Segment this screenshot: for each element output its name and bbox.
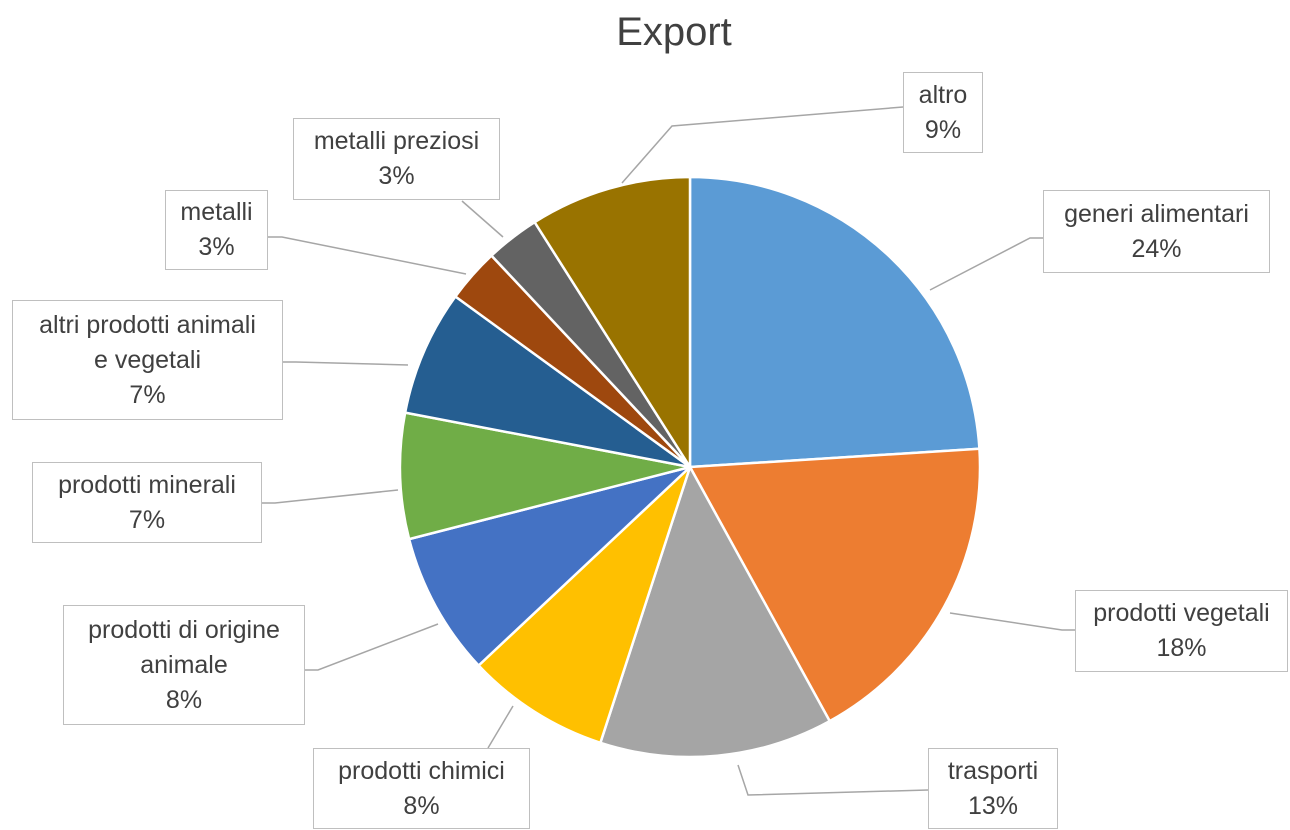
data-label-prodotti-minerali: prodotti minerali 7% [32,462,262,543]
data-label-prodotti-vegetali: prodotti vegetali 18% [1075,590,1288,672]
data-label-prodotti-chimici: prodotti chimici 8% [313,748,530,829]
pie-slice-prodotti-chimici [477,465,692,745]
leader-line-altri-prodotti-animali-e-vegetali [283,361,409,366]
leader-line-prodotti-di-origine-animale [305,623,439,671]
data-label-percent: 13% [967,791,1019,820]
data-label-name: prodotti di origine animale [88,615,280,679]
data-label-generi-alimentari: generi alimentari 24% [1043,190,1270,273]
data-label-name: metalli preziosi [313,127,480,155]
data-label-altri-prodotti-animali-e-vegetali: altri prodotti animali e vegetali 7% [12,300,283,420]
data-label-name: metalli [180,198,253,226]
leader-line-generi-alimentari [929,237,1043,291]
data-label-percent: 8% [403,791,440,820]
pie-slice-generi-alimentari [688,175,981,469]
data-label-name: altro [918,80,968,109]
leader-line-metalli [268,236,467,275]
data-label-percent: 7% [128,505,166,534]
leader-lines [262,106,1075,796]
data-label-trasporti: trasporti 13% [928,748,1058,829]
data-label-prodotti-di-origine-animale: prodotti di origine animale 8% [63,605,305,725]
pie-slice-prodotti-minerali [398,411,692,541]
leader-line-metalli-preziosi [461,200,504,238]
leader-line-prodotti-vegetali [949,612,1075,631]
data-label-name: altri prodotti animali e vegetali [39,310,256,374]
pie-slices [398,175,982,759]
data-label-name: prodotti vegetali [1093,599,1270,627]
data-label-percent: 3% [378,162,415,190]
pie-slice-prodotti-vegetali [688,447,982,723]
data-label-percent: 8% [165,685,203,714]
pie-slice-prodotti-di-origine-animale [407,465,692,667]
leader-line-prodotti-chimici [487,705,514,749]
data-label-percent: 24% [1131,234,1182,263]
data-label-percent: 18% [1156,634,1207,662]
data-label-percent: 7% [129,380,166,409]
data-label-name: prodotti chimici [338,756,505,785]
data-label-metalli: metalli 3% [165,190,268,270]
pie-slice-altro [533,175,692,469]
data-label-metalli-preziosi: metalli preziosi 3% [293,118,500,200]
data-label-name: prodotti minerali [58,470,236,499]
data-label-percent: 9% [924,115,962,144]
leader-line-prodotti-minerali [262,489,399,504]
data-label-percent: 3% [198,233,235,261]
leader-line-altro [621,106,904,184]
pie-slice-altri-prodotti-animali-e-vegetali [403,295,692,469]
data-label-name: trasporti [947,756,1039,785]
data-label-name: generi alimentari [1064,199,1249,228]
pie-slice-trasporti [599,465,831,759]
chart-title: Export [616,10,732,54]
leader-line-trasporti [737,764,929,796]
data-label-altro: altro 9% [903,72,983,153]
